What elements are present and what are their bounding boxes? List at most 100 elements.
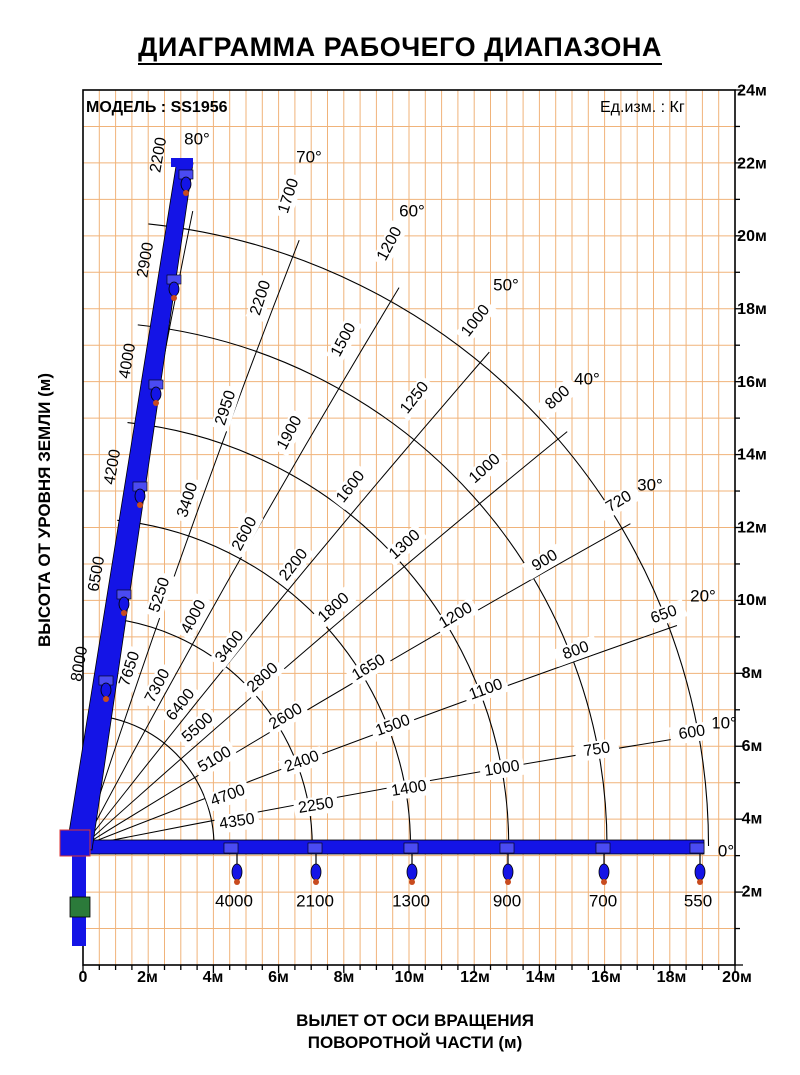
x-tick-label: 6м (268, 969, 289, 986)
x-axis-label: ВЫЛЕТ ОТ ОСИ ВРАЩЕНИЯ ПОВОРОТНОЙ ЧАСТИ (… (215, 1010, 615, 1054)
load-label-bg (552, 635, 600, 667)
load-label-bg (191, 740, 239, 780)
load-label-bg (369, 710, 417, 742)
hook-block (150, 386, 162, 402)
load-label-bg (455, 298, 497, 344)
hook (137, 502, 143, 508)
angle-label-20: 20° (690, 586, 716, 605)
x-tick-label: 12м (460, 969, 490, 986)
angle-ray (82, 239, 300, 847)
load-label-bg (175, 593, 213, 641)
y-tick-label: 14м (737, 447, 767, 464)
x-axis-label-line2: ПОВОРОТНОЙ ЧАСТИ (м) (307, 1033, 523, 1052)
hook (313, 879, 319, 885)
x-tick-label: 18м (657, 969, 687, 986)
load-label-bg (209, 624, 251, 670)
angle-ray (82, 431, 568, 847)
boom-joint (403, 842, 419, 854)
load-label: 2600 (229, 514, 261, 554)
hook-block (694, 863, 706, 881)
crane-column (72, 846, 86, 946)
load-label-bg (271, 409, 309, 457)
boom-tip (171, 158, 193, 167)
load-label: 750 (582, 739, 611, 760)
load-label-bg (478, 756, 526, 782)
hook-block (598, 863, 610, 881)
load-label-bg (595, 482, 643, 522)
boom-joint (499, 842, 515, 854)
hook-block (231, 863, 243, 881)
boom-load-label: 6500 (85, 555, 108, 593)
load-label-bg (462, 674, 510, 706)
load-label-bg (175, 706, 221, 750)
hook-block (502, 863, 514, 881)
y-tick-label: 6м (742, 738, 763, 755)
hook (409, 879, 415, 885)
load-label-0deg: 550 (684, 891, 712, 910)
hook (121, 610, 127, 616)
load-label: 1400 (390, 778, 428, 800)
hook (171, 295, 177, 301)
load-label-bg (573, 737, 621, 763)
load-label-bg (462, 447, 508, 491)
load-label: 4350 (218, 811, 256, 833)
load-label-bg (273, 542, 315, 588)
angle-label-70: 70° (296, 147, 322, 166)
load-label: 4700 (208, 782, 247, 810)
y-tick-label: 2м (742, 883, 763, 900)
diagram-title: ДИАГРАММА РАБОЧЕГО ДИАПАЗОНА (0, 32, 800, 65)
boom-load-label: 8000 (68, 645, 91, 683)
load-label-bg (432, 596, 480, 636)
angle-ray (82, 351, 490, 847)
hook-block (406, 863, 418, 881)
y-tick-label: 20м (737, 228, 767, 245)
boom-load-label: 4000 (116, 342, 139, 380)
y-axis-label: ВЫСОТА ОТ УРОВНЯ ЗЕМЛИ (м) (35, 373, 54, 647)
hook (103, 696, 109, 702)
hook-block (168, 281, 180, 297)
load-label-bg (273, 172, 305, 220)
load-label-bg (330, 464, 372, 510)
load-label: 1200 (374, 224, 406, 264)
hook (505, 879, 511, 885)
hook-block (310, 863, 322, 881)
load-label-bg (213, 809, 261, 835)
y-tick-label: 4м (742, 811, 763, 828)
hook-block (134, 488, 146, 504)
load-label: 1500 (328, 320, 360, 360)
y-tick-label: 16м (737, 374, 767, 391)
radius-arc (96, 715, 215, 847)
x-tick-label: 2м (137, 969, 158, 986)
model-label: МОДЕЛЬ : SS1956 (86, 99, 228, 116)
crane-pivot (59, 829, 91, 857)
load-label-0deg: 1300 (392, 891, 430, 910)
x-tick-label: 20м (722, 969, 752, 986)
load-label: 600 (677, 722, 706, 743)
boom-joint (689, 842, 705, 854)
hook (697, 879, 703, 885)
x-axis-label-line1: ВЫЛЕТ ОТ ОСИ ВРАЩЕНИЯ (296, 1011, 534, 1030)
boom-load-label: 2900 (134, 241, 157, 279)
boom-joint (595, 842, 611, 854)
crane-booms (59, 158, 706, 946)
x-tick-label: 16м (591, 969, 621, 986)
hook-block (118, 596, 130, 612)
load-label: 4000 (178, 597, 210, 637)
load-label-bg (226, 510, 264, 558)
radius-arc (137, 324, 608, 847)
load-label: 2400 (282, 748, 321, 776)
angle-label-40: 40° (574, 369, 600, 388)
hook-block (100, 682, 112, 698)
angle-label-80: 80° (184, 129, 210, 148)
boom-joint (223, 842, 239, 854)
hook-block (180, 176, 192, 192)
load-label-bg (394, 375, 436, 421)
load-label-bg (210, 384, 242, 432)
hook (183, 190, 189, 196)
x-tick-label: 10м (395, 969, 425, 986)
load-label-bg (292, 793, 340, 819)
load-label-bg (245, 274, 277, 322)
load-label-0deg: 700 (589, 891, 617, 910)
hook (153, 400, 159, 406)
